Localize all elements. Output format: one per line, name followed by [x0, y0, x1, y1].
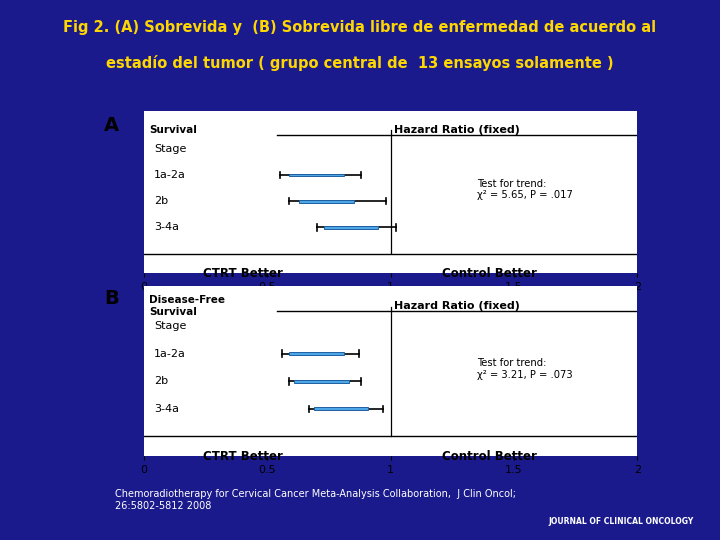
Text: 3-4a: 3-4a — [154, 222, 179, 232]
Text: Test for trend:
χ² = 5.65, P = .017: Test for trend: χ² = 5.65, P = .017 — [477, 179, 573, 200]
Text: Test for trend:
χ² = 3.21, P = .073: Test for trend: χ² = 3.21, P = .073 — [477, 358, 572, 380]
Text: 3-4a: 3-4a — [154, 404, 179, 414]
Text: 2b: 2b — [154, 196, 168, 206]
Text: Control Better: Control Better — [442, 450, 536, 463]
Text: A: A — [104, 116, 120, 135]
Text: CTRT Better: CTRT Better — [203, 267, 282, 280]
Text: 1a-2a: 1a-2a — [154, 170, 186, 180]
Text: Stage: Stage — [154, 321, 186, 331]
Text: Hazard Ratio (fixed): Hazard Ratio (fixed) — [395, 125, 520, 135]
Text: estadío del tumor ( grupo central de  13 ensayos solamente ): estadío del tumor ( grupo central de 13 … — [106, 55, 614, 71]
Bar — [324, 226, 378, 229]
Text: Chemoradiotherapy for Cervical Cancer Meta-Analysis Collaboration,  J Clin Oncol: Chemoradiotherapy for Cervical Cancer Me… — [115, 489, 516, 511]
Text: JOURNAL OF CLINICAL ONCOLOGY: JOURNAL OF CLINICAL ONCOLOGY — [549, 517, 693, 526]
Text: B: B — [104, 289, 119, 308]
Bar — [289, 174, 343, 177]
Text: Hazard Ratio (fixed): Hazard Ratio (fixed) — [395, 301, 520, 311]
Text: Disease-Free
Survival: Disease-Free Survival — [149, 295, 225, 317]
Text: Survival: Survival — [149, 125, 197, 135]
Text: 2b: 2b — [154, 376, 168, 386]
Bar — [294, 380, 348, 383]
Text: 1a-2a: 1a-2a — [154, 349, 186, 359]
Text: Fig 2. (A) Sobrevida y  (B) Sobrevida libre de enfermedad de acuerdo al: Fig 2. (A) Sobrevida y (B) Sobrevida lib… — [63, 21, 657, 36]
Bar — [289, 353, 343, 355]
Bar — [300, 200, 354, 202]
Text: CTRT Better: CTRT Better — [203, 450, 282, 463]
Text: Control Better: Control Better — [442, 267, 536, 280]
Bar — [314, 407, 369, 410]
Text: Stage: Stage — [154, 144, 186, 154]
